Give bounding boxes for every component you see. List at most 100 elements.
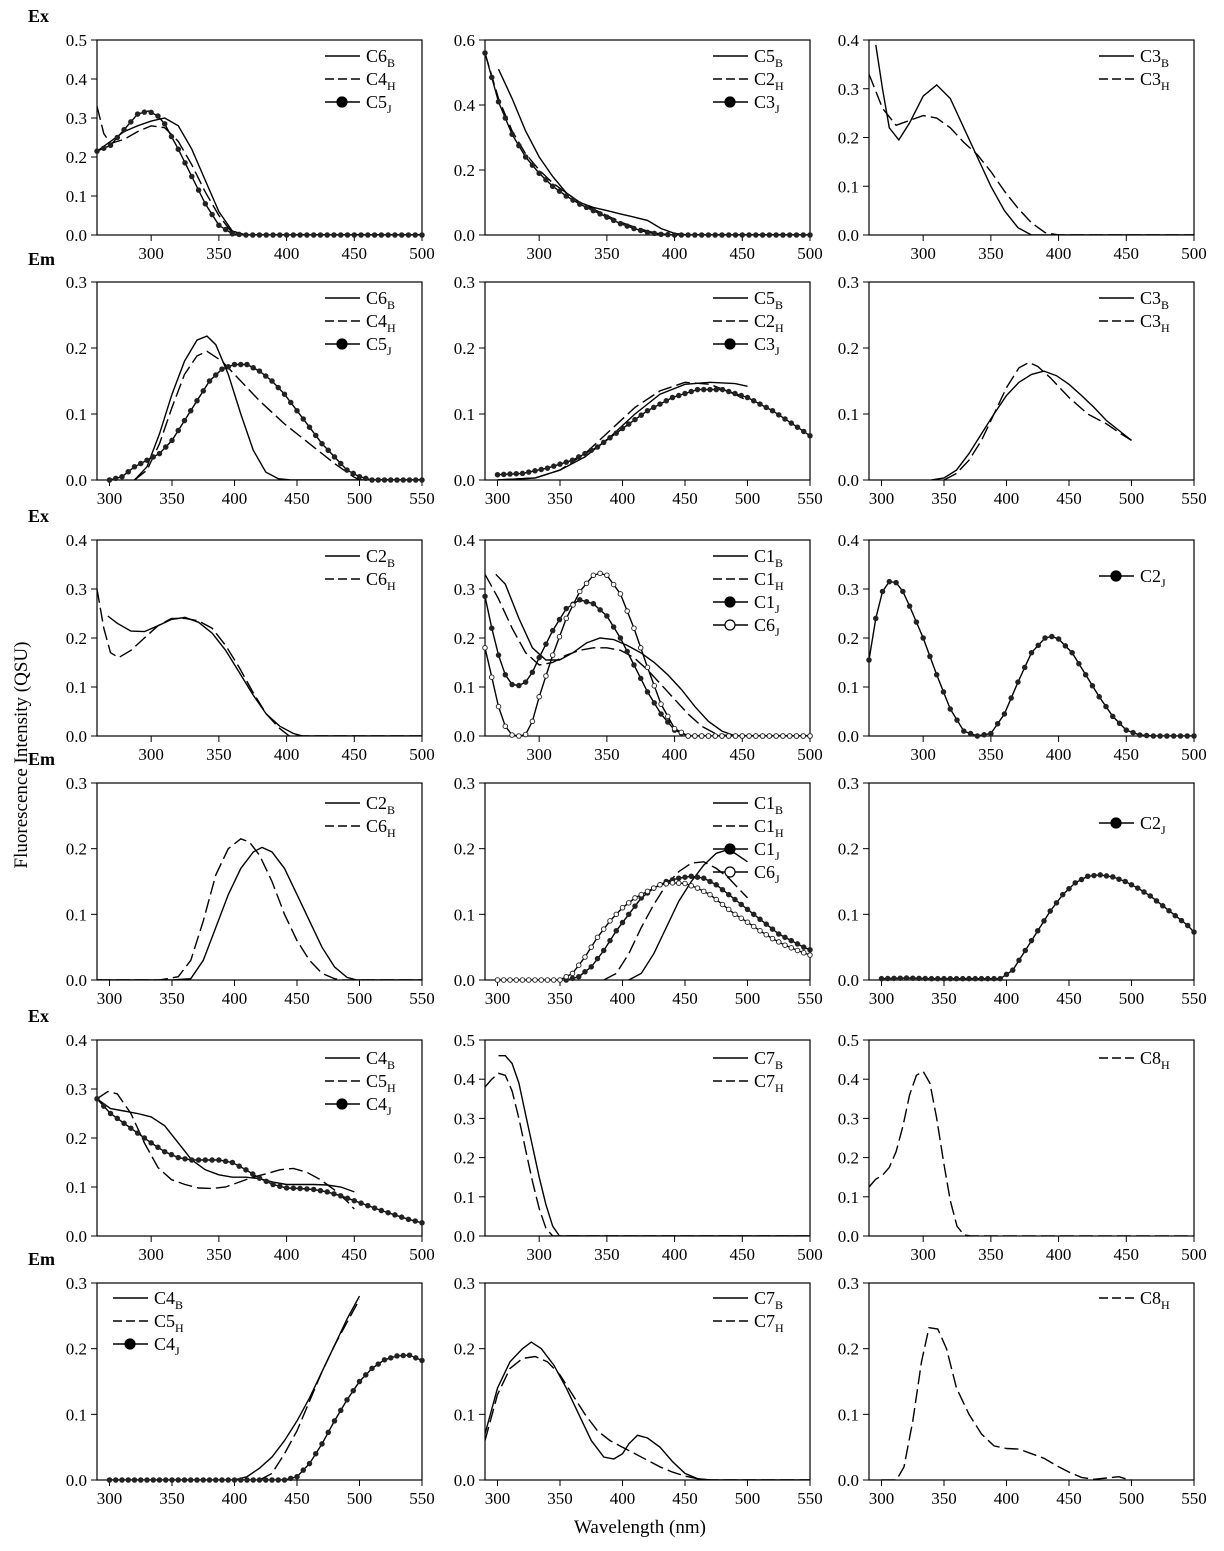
series-point (236, 1163, 242, 1169)
series-point (1096, 694, 1102, 700)
series-point (1042, 635, 1048, 641)
series-point (388, 1355, 394, 1361)
series-point (751, 398, 757, 404)
x-tick-label: 500 (735, 489, 761, 508)
series-point (532, 977, 538, 983)
x-tick-label: 500 (409, 244, 435, 263)
series-point (1191, 733, 1197, 739)
series-line (603, 861, 749, 980)
series-point (732, 733, 739, 739)
series-point (897, 975, 904, 981)
series-point (671, 725, 678, 732)
x-tick-label: 450 (342, 745, 368, 764)
series-point (194, 398, 200, 404)
series-point (719, 232, 725, 238)
y-tick-label: 0.0 (66, 1471, 87, 1490)
legend-marker (724, 619, 736, 631)
series-point (94, 1096, 100, 1102)
series-point (507, 471, 513, 477)
y-tick-label: 0.2 (454, 840, 475, 859)
legend-label: C1H (754, 816, 784, 840)
series-line (497, 882, 810, 980)
series-point (1016, 957, 1022, 964)
y-tick-label: 0.1 (454, 678, 475, 697)
series-point (388, 477, 394, 483)
series-point (985, 975, 991, 982)
series-point (763, 404, 770, 411)
legend-subscript: B (775, 1058, 783, 1072)
legend-subscript: H (387, 826, 396, 840)
y-tick-label: 0.2 (66, 840, 87, 859)
legend-name: C2 (366, 546, 387, 566)
series-point (406, 477, 413, 483)
x-tick-label: 500 (1181, 244, 1207, 263)
series-point (275, 1477, 282, 1483)
series-point (549, 652, 556, 658)
series-point (225, 1477, 231, 1483)
series-point (202, 201, 209, 207)
x-tick-label: 500 (409, 745, 435, 764)
legend-subscript: B (387, 56, 395, 70)
series-point (766, 232, 773, 238)
series-point (324, 232, 330, 238)
series-point (489, 625, 495, 631)
series-point (1097, 872, 1103, 878)
series-point (582, 450, 588, 457)
series-line (97, 106, 422, 235)
series-point (385, 1209, 391, 1216)
legend-subscript: H (775, 1321, 784, 1335)
x-tick-label: 300 (526, 244, 552, 263)
series-line (497, 68, 810, 235)
y-tick-label: 0.3 (838, 1109, 859, 1128)
series-point (626, 900, 632, 906)
x-tick-label: 400 (610, 1489, 636, 1508)
plot-frame (868, 782, 1195, 981)
series-point (1066, 885, 1072, 892)
series-point (350, 1387, 357, 1394)
series-point (701, 875, 707, 881)
legend-name: C5 (366, 92, 387, 112)
y-tick-label: 0.4 (838, 31, 860, 50)
series-point (288, 399, 294, 406)
series-point (607, 937, 613, 944)
legend-name: C2 (754, 311, 775, 331)
x-tick-label: 300 (485, 489, 511, 508)
x-tick-label: 300 (485, 989, 511, 1008)
y-tick-label: 0.2 (838, 129, 859, 148)
x-tick-label: 350 (547, 489, 573, 508)
series-point (1109, 713, 1116, 720)
row-label: Em (28, 1249, 55, 1269)
legend-label: C1B (754, 793, 783, 817)
series-point (701, 386, 707, 393)
series-point (375, 1361, 382, 1367)
series-point (144, 457, 150, 463)
series-point (137, 460, 144, 467)
series-point (916, 975, 922, 982)
series-point (106, 1477, 113, 1483)
series-point (222, 226, 229, 233)
series-point (256, 1477, 263, 1483)
series-point (1123, 727, 1130, 733)
series-point (637, 227, 644, 234)
y-tick-label: 0.0 (838, 226, 859, 245)
series-point (613, 430, 620, 436)
plot-frame (484, 281, 811, 481)
series-point (392, 1212, 398, 1218)
series-line (109, 363, 422, 480)
series-point (269, 1477, 275, 1483)
y-tick-label: 0.3 (66, 109, 87, 128)
series-point (788, 420, 795, 426)
y-tick-label: 0.1 (454, 1405, 475, 1424)
plot-frame (96, 281, 423, 481)
series-point (658, 701, 664, 707)
y-tick-label: 0.1 (454, 1188, 475, 1207)
plot-frame (868, 1282, 1195, 1481)
series-point (1177, 733, 1184, 739)
x-tick-label: 300 (869, 489, 895, 508)
y-tick-label: 0.4 (838, 531, 860, 550)
series-point (597, 570, 603, 577)
series-point (601, 926, 607, 932)
